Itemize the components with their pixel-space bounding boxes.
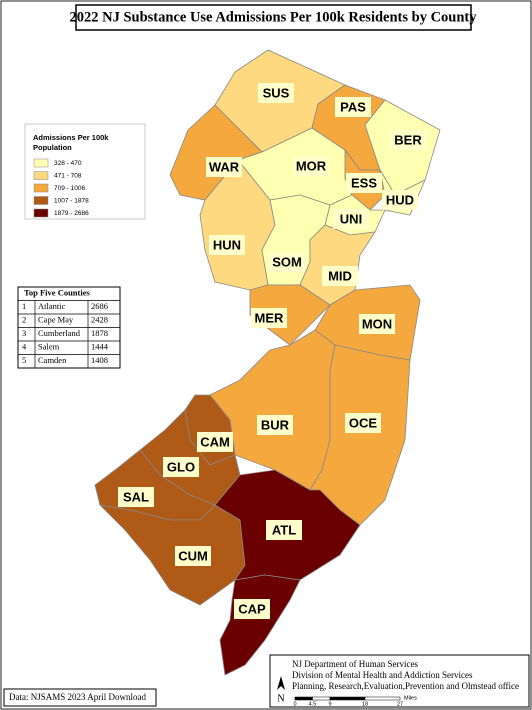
county-label-bg [345,413,381,433]
agency: NJ Department of Human ServicesDivision … [292,659,519,707]
county-label-bg [382,190,418,210]
scale-label: 27 [397,701,403,707]
county-label-bg [209,235,245,255]
scale-segment [364,696,401,701]
county-label: SOM [272,254,302,269]
table-cell: Cape May [38,315,74,325]
county-label: HUD [386,192,414,207]
county-label: SAL [123,489,149,504]
table-cell: 1408 [91,355,108,365]
county-label-bg [234,599,270,619]
county-label-bg [269,252,305,272]
table-cell: 2428 [91,315,108,325]
table-cell: 1 [22,301,26,311]
table-cell: Camden [38,355,67,365]
county-label-bg [257,415,293,435]
north-label: N [277,693,284,704]
legend-swatch [33,158,49,168]
scale-label: 0 [293,701,296,707]
agency-line: Planning, Research,Evaluation,Prevention… [292,681,519,691]
title: 2022 NJ Substance Use Admissions Per 100… [70,9,478,25]
scale-label: 9 [328,701,331,707]
county-label: SUS [263,85,290,100]
scale-segment [329,696,366,701]
agency-line: NJ Department of Human Services [292,659,418,669]
county-label: MID [328,268,352,283]
table-cell: 1444 [91,342,109,352]
source: Data: NJSAMS 2023 April Download [9,692,146,702]
county-label-bg [197,432,233,452]
county-label: BUR [261,417,290,432]
top-five-table: Top Five Counties 1 Atlantic 2686 2 Cape May 2… [17,286,121,369]
county-label: ESS [351,175,377,190]
table-cell: 4 [22,342,27,352]
county-label-bg [266,520,302,540]
county-label: CUM [178,548,208,563]
county-label: OCE [349,415,378,430]
county-label-bg [163,457,199,477]
table-cell: 5 [22,355,26,365]
legend-title: Admissions Per 100k [33,133,109,142]
county-label-bg [293,156,329,176]
legend-label: 471 - 708 [54,173,82,180]
county-label: GLO [167,459,195,474]
scale-unit: Miles [404,695,417,701]
legend-label: 709 - 1006 [54,185,85,192]
legend-title: Population [33,143,72,152]
county-label-bg [333,209,369,229]
table-title: Top Five Counties [24,288,91,298]
county-label-bg [258,83,294,103]
county-label-bg [251,308,287,328]
legend-label: 1879 - 2686 [54,210,89,217]
legend-swatch [33,208,49,218]
county-label: BER [394,132,422,147]
table-cell: Atlantic [38,301,66,311]
legend-swatch [33,196,49,205]
table-cell: Cumberland [38,328,81,338]
table-cell: Salem [38,342,60,352]
county-label: MON [362,316,392,331]
county-label-bg [346,173,382,193]
county-label: CAM [200,434,230,449]
county-label-bg [335,97,371,117]
scale-label: 4.5 [309,701,317,707]
legend-swatch [33,171,49,180]
table-cell: 2 [22,315,26,325]
county-label-bg [118,487,154,507]
legend-label: 1007 - 1878 [54,198,89,205]
table-cell: 1878 [91,328,108,338]
north-arrow [277,676,285,690]
county-label: UNI [340,211,362,226]
county-label: MOR [296,158,327,173]
table-cell: 2686 [91,301,108,311]
county-label-bg [359,314,395,334]
scale-segment [312,696,331,701]
county-label-bg [390,130,426,150]
county-label: MER [255,310,285,325]
agency-line: Division of Mental Health and Addiction … [292,670,473,680]
scale-segment [294,696,313,701]
county-label-bg [322,266,358,286]
county-label: ATL [272,522,296,537]
table-cell: 3 [22,328,26,338]
county-label-bg [206,157,242,177]
county-label-bg [175,546,211,566]
county-label: PAS [340,99,366,114]
county-label: WAR [209,159,240,174]
scale-label: 18 [362,701,368,707]
county-label: CAP [238,601,266,616]
county-labels: SUS PAS BER WAR MOR ESS HUD UNI HUN SOM MID MER MON B… [118,83,426,619]
title-box [75,4,472,31]
legend-swatch [33,183,49,193]
county-label: HUN [213,237,241,252]
source-box [3,688,157,707]
legend-label: 328 - 470 [54,160,82,167]
